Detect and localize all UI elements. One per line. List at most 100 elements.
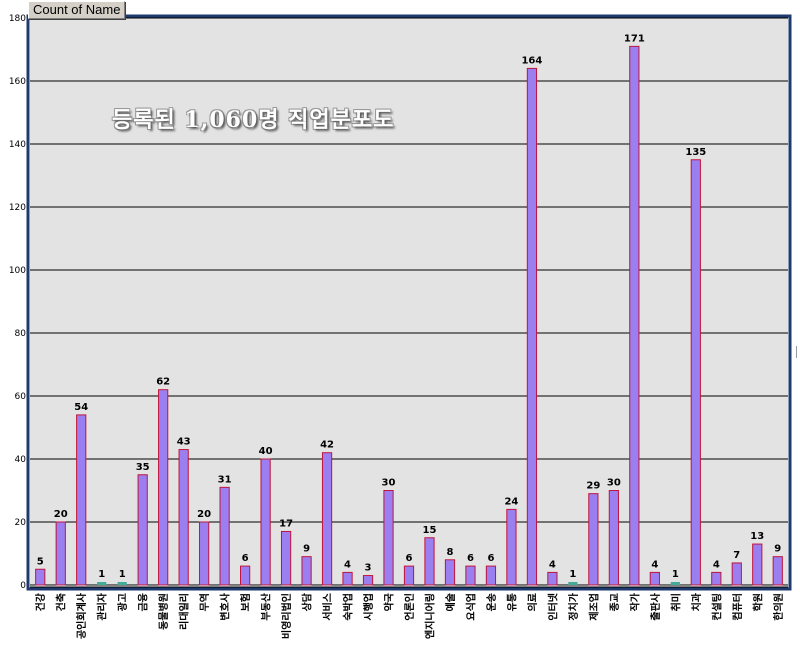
category-label: 부동산 [260, 592, 273, 620]
overlay-title: 등록된 1,060명 직업분포도 [112, 107, 395, 133]
category-label: 서비스 [321, 593, 334, 621]
category-label: 의료 [526, 593, 539, 611]
category-label: 숙박업 [342, 593, 355, 621]
data-label: 20 [54, 509, 68, 520]
bar [424, 537, 435, 586]
bar [362, 575, 374, 586]
data-label: 30 [607, 478, 621, 489]
category-label: 금융 [138, 593, 150, 611]
plot-area [30, 18, 788, 585]
category-label: 변호사 [219, 592, 232, 620]
data-label: 4 [344, 559, 351, 570]
data-label: 5 [37, 556, 44, 567]
bar [649, 571, 660, 586]
category-label: 약국 [383, 593, 396, 611]
category-label: 공인회계사 [75, 592, 88, 639]
bar [526, 67, 538, 586]
y-tick-label: 140 [9, 140, 26, 150]
category-label: 출판사 [649, 592, 662, 620]
count-of-name-field-button[interactable]: Count of Name [28, 1, 126, 19]
category-label: 요식업 [464, 593, 477, 621]
bar [55, 521, 66, 586]
bar [670, 582, 680, 585]
bar [485, 565, 497, 586]
category-label: 인터넷 [546, 593, 559, 621]
bar [76, 414, 87, 586]
scroll-marker [796, 346, 800, 358]
data-label: 31 [218, 474, 232, 485]
data-label: 24 [504, 496, 518, 507]
category-label: 정치가 [567, 592, 580, 620]
bar [137, 474, 148, 586]
chart-frame [26, 14, 792, 591]
bar [690, 159, 701, 586]
bar [731, 562, 742, 586]
y-tick-label: 20 [15, 518, 27, 528]
y-tick-label: 100 [9, 266, 26, 276]
data-label: 3 [365, 563, 372, 574]
y-tick-label: 60 [15, 392, 27, 402]
data-label: 17 [279, 518, 293, 529]
bar [506, 508, 517, 586]
y-tick-label: 180 [9, 14, 26, 24]
category-label: 종교 [609, 593, 621, 611]
bar [444, 559, 456, 586]
category-label: 상담 [301, 592, 314, 611]
bar [342, 571, 353, 586]
bar [608, 490, 619, 586]
data-label: 6 [467, 553, 474, 564]
category-label: 관리자 [96, 592, 109, 620]
data-label: 4 [651, 559, 658, 570]
bar [219, 486, 230, 586]
data-label: 30 [382, 478, 396, 489]
data-label: 43 [177, 437, 191, 448]
data-label: 29 [586, 481, 600, 492]
data-label: 1 [569, 569, 576, 580]
category-label: 시행업 [362, 593, 375, 621]
category-label: 학원 [751, 593, 764, 611]
category-label: 건축 [55, 593, 68, 611]
category-label: 언론인 [403, 593, 416, 621]
data-label: 1 [672, 569, 679, 580]
data-label: 6 [487, 553, 494, 564]
category-label: 예술 [444, 593, 457, 611]
category-label: 치과 [690, 592, 703, 611]
bar [301, 556, 312, 586]
data-label: 6 [242, 553, 249, 564]
bar [97, 582, 107, 585]
data-label: 40 [259, 446, 273, 457]
data-label: 35 [136, 462, 150, 473]
category-label: 무역 [198, 593, 211, 611]
category-label: 작가 [628, 592, 641, 611]
data-label: 15 [423, 525, 437, 536]
data-label: 135 [685, 147, 706, 158]
category-label: 엔지니어링 [423, 593, 436, 639]
bar [178, 449, 189, 586]
bar [35, 568, 46, 586]
data-label: 6 [406, 553, 413, 564]
bar [239, 565, 251, 586]
data-label: 54 [74, 402, 88, 413]
bar [199, 521, 210, 586]
data-label: 164 [521, 55, 542, 66]
category-label: 제조업 [587, 593, 600, 621]
bar [629, 45, 640, 586]
data-label: 1 [98, 569, 105, 580]
bar [403, 565, 415, 586]
data-label: 8 [446, 547, 453, 558]
category-label: 건강 [34, 592, 47, 611]
bar [547, 571, 558, 586]
bar [383, 490, 394, 586]
data-label: 42 [320, 440, 334, 451]
category-label: 유통 [506, 593, 518, 611]
category-label: 리대일리 [178, 593, 191, 630]
bar [158, 389, 169, 586]
bar [260, 458, 271, 586]
bar [568, 582, 578, 585]
data-label: 9 [774, 544, 781, 555]
data-label: 20 [197, 509, 211, 520]
category-label: 컴퓨터 [731, 593, 744, 621]
data-label: 13 [750, 531, 764, 542]
